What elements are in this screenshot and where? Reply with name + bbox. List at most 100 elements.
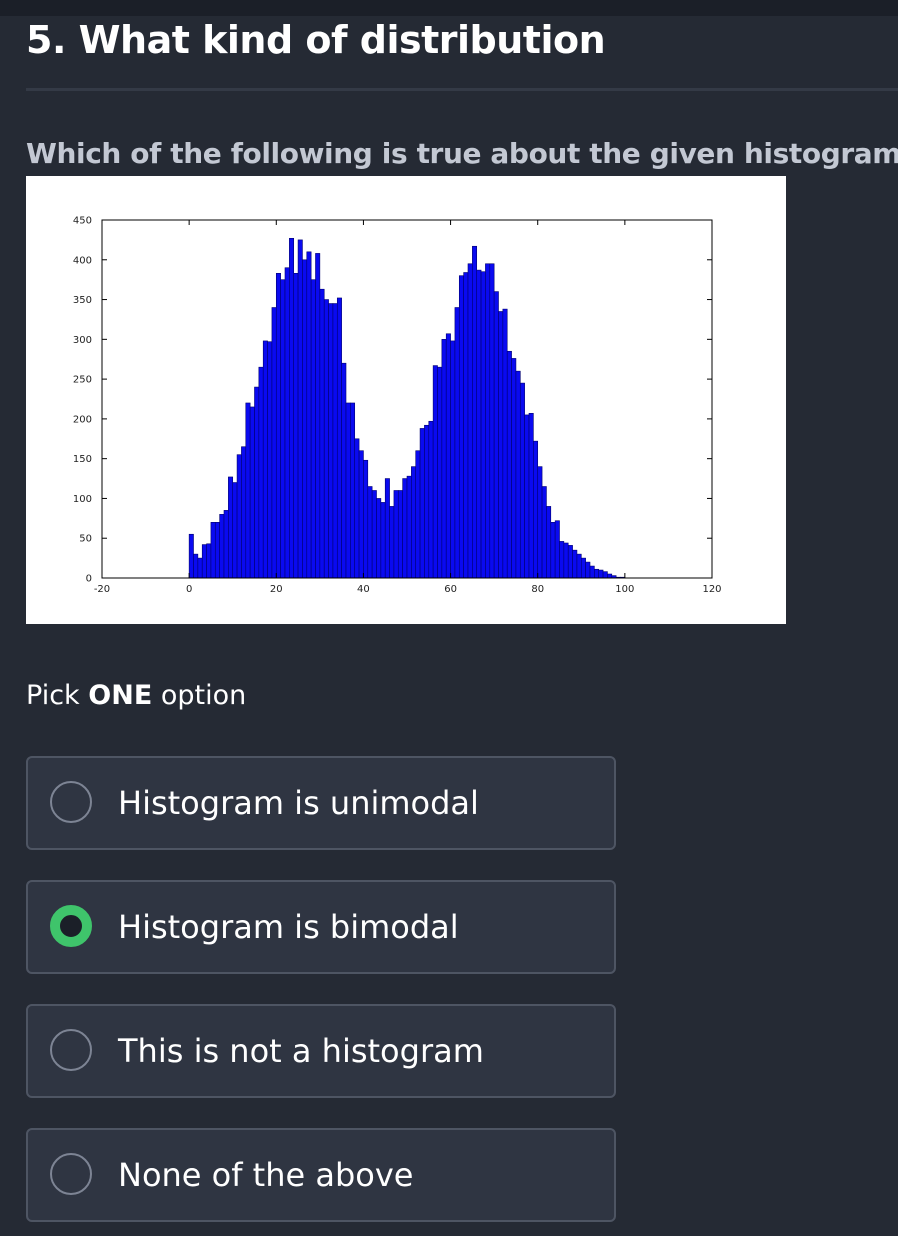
histogram-bar xyxy=(489,263,495,579)
histogram-chart: -20 0 20 40 60 80 100 1200501001502002503003504… xyxy=(73,216,722,596)
histogram-bar xyxy=(502,308,508,579)
histogram-bar xyxy=(271,307,277,579)
histogram-bar xyxy=(585,561,591,579)
x-tick-label: 100 xyxy=(615,584,634,595)
histogram-bar xyxy=(384,478,390,579)
histogram-bar xyxy=(275,273,281,579)
histogram-bar xyxy=(511,358,517,579)
histogram-bar xyxy=(310,279,316,579)
radio-button-unselected[interactable] xyxy=(50,781,92,823)
labels-layer: -20 0 20 40 60 80 100 1200501001502002503003504… xyxy=(73,216,722,596)
histogram-bar xyxy=(411,466,417,579)
histogram-bar xyxy=(580,557,586,579)
histogram-bar xyxy=(297,239,303,579)
pick-prefix: Pick xyxy=(26,680,89,711)
histogram-bar xyxy=(376,498,382,579)
histogram-bar xyxy=(541,486,547,579)
histogram-bar xyxy=(550,522,556,579)
histogram-bar xyxy=(306,251,312,579)
option-label: Histogram is bimodal xyxy=(118,908,459,946)
histogram-bar xyxy=(188,533,194,579)
histogram-bar xyxy=(428,420,434,579)
histogram-bar xyxy=(389,506,395,579)
x-tick-label: -20 xyxy=(94,584,110,595)
histogram-bar xyxy=(319,288,325,579)
pick-emphasis: ONE xyxy=(88,680,153,711)
y-tick-label: 100 xyxy=(73,494,92,505)
histogram-bar xyxy=(450,340,456,579)
x-tick-label: 120 xyxy=(702,584,721,595)
histogram-bar xyxy=(476,269,482,579)
option-label: None of the above xyxy=(118,1156,414,1194)
ticks-layer xyxy=(101,219,713,579)
option-none-of-above[interactable]: None of the above xyxy=(26,1128,616,1222)
histogram-bar xyxy=(454,307,460,579)
question-prompt: Which of the following is true about the… xyxy=(26,137,898,170)
histogram-bar xyxy=(201,544,207,579)
bars-layer xyxy=(188,237,626,579)
histogram-bar xyxy=(419,428,425,579)
histogram-bar xyxy=(341,362,347,579)
y-tick-label: 0 xyxy=(86,574,92,585)
histogram-bar xyxy=(358,450,364,579)
pick-suffix: option xyxy=(152,680,247,711)
histogram-bar xyxy=(323,299,329,579)
histogram-bar xyxy=(554,520,560,579)
histogram-bar xyxy=(363,459,369,579)
histogram-bar xyxy=(380,502,386,579)
histogram-bar xyxy=(241,446,247,579)
histogram-bar xyxy=(402,478,408,579)
histogram-bar xyxy=(432,365,438,579)
histogram-bar xyxy=(485,263,491,579)
radio-button-unselected[interactable] xyxy=(50,1153,92,1195)
histogram-bar xyxy=(533,440,539,579)
histogram-bar xyxy=(262,340,268,579)
histogram-bar xyxy=(328,303,334,579)
histogram-bar xyxy=(563,542,569,579)
histogram-bar xyxy=(345,402,351,579)
histogram-bar xyxy=(602,571,608,579)
option-not-histogram[interactable]: This is not a histogram xyxy=(26,1004,616,1098)
histogram-bar xyxy=(559,541,565,579)
option-label: Histogram is unimodal xyxy=(118,784,479,822)
option-unimodal[interactable]: Histogram is unimodal xyxy=(26,756,616,850)
option-bimodal[interactable]: Histogram is bimodal xyxy=(26,880,616,974)
histogram-bar xyxy=(258,366,264,579)
x-tick-label: 40 xyxy=(357,584,370,595)
histogram-bar xyxy=(441,339,447,579)
y-tick-label: 350 xyxy=(73,295,92,306)
histogram-bar xyxy=(463,272,469,579)
top-strip xyxy=(0,0,898,16)
histogram-bar xyxy=(472,245,478,579)
histogram-bar xyxy=(594,568,600,579)
histogram-bar xyxy=(210,522,216,579)
histogram-bar xyxy=(280,279,286,579)
y-tick-label: 200 xyxy=(73,414,92,425)
histogram-bar xyxy=(546,506,552,579)
histogram-figure: -20 0 20 40 60 80 100 120 0 50 100 150 200 250 300 350 4… xyxy=(26,176,786,624)
histogram-bar xyxy=(445,333,451,579)
y-tick-label: 400 xyxy=(73,255,92,266)
histogram-bar xyxy=(467,263,473,579)
y-tick-label: 300 xyxy=(73,335,92,346)
histogram-bar xyxy=(458,275,464,579)
histogram-bar xyxy=(284,267,290,579)
histogram-bar xyxy=(424,424,430,579)
pick-instruction: Pick ONE option xyxy=(26,676,246,716)
histogram-bar xyxy=(576,553,582,579)
histogram-bar xyxy=(219,514,225,579)
histogram-bar xyxy=(332,303,338,579)
histogram-bar xyxy=(293,273,299,579)
histogram-bar xyxy=(519,382,525,579)
histogram-bar xyxy=(528,413,534,579)
histogram-bar xyxy=(607,573,613,579)
radio-button-unselected[interactable] xyxy=(50,1029,92,1071)
y-tick-label: 450 xyxy=(73,216,92,227)
radio-button-selected[interactable] xyxy=(50,905,92,947)
y-tick-label: 250 xyxy=(73,375,92,386)
histogram-bar xyxy=(524,414,530,579)
histogram-bar xyxy=(406,475,412,579)
histogram-bar xyxy=(289,237,295,579)
histogram-bar xyxy=(371,490,377,579)
x-tick-label: 60 xyxy=(444,584,457,595)
